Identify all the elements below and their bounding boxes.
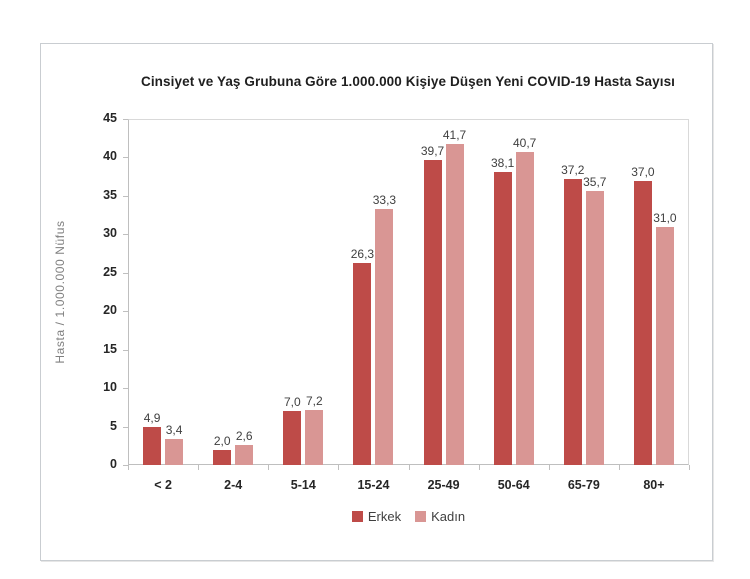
y-tick-mark bbox=[123, 195, 128, 197]
bar-value-label: 26,3 bbox=[350, 246, 375, 261]
y-tick-label: 5 bbox=[110, 418, 117, 433]
y-tick-label: 30 bbox=[103, 226, 117, 241]
bar-erkek-2-4 bbox=[213, 449, 232, 465]
bar-value-label: 3,4 bbox=[165, 422, 183, 437]
y-tick-mark bbox=[123, 465, 128, 466]
x-tick-mark bbox=[548, 465, 550, 470]
bar-value-label: 38,1 bbox=[491, 156, 515, 171]
x-tick-mark bbox=[618, 465, 620, 470]
y-tick-mark bbox=[123, 272, 128, 274]
x-tick-mark bbox=[478, 465, 480, 470]
bar-value-label: 2,6 bbox=[235, 429, 253, 443]
x-tick-mark bbox=[689, 465, 690, 470]
bar-erkek-5-14 bbox=[283, 411, 302, 465]
x-tick-mark bbox=[338, 465, 340, 470]
bar-value-label: 7,2 bbox=[305, 393, 323, 408]
x-tick-mark bbox=[128, 465, 129, 470]
y-tick-label: 15 bbox=[103, 341, 117, 356]
bar-value-label: 33,3 bbox=[372, 192, 397, 207]
x-tick-mark bbox=[198, 465, 200, 470]
legend-item-erkek: Erkek bbox=[351, 508, 402, 524]
bar-kadin-2-4 bbox=[235, 445, 254, 465]
bar-kadin-50-64 bbox=[515, 152, 534, 465]
legend-swatch-icon bbox=[415, 510, 427, 522]
y-tick-label: 0 bbox=[110, 457, 117, 471]
x-axis-category-label: 80+ bbox=[643, 478, 665, 492]
x-tick-mark bbox=[408, 465, 410, 470]
y-tick-mark bbox=[123, 157, 128, 159]
bar-value-label: 37,2 bbox=[561, 162, 585, 177]
bar-erkek-65-79 bbox=[563, 178, 582, 465]
x-tick-mark bbox=[268, 465, 270, 470]
bar-erkek--2 bbox=[143, 427, 162, 465]
bar-value-label: 4,9 bbox=[143, 411, 161, 426]
y-tick-label: 40 bbox=[103, 149, 117, 164]
y-tick-label: 35 bbox=[103, 187, 117, 202]
bar-erkek-25-49 bbox=[423, 159, 442, 465]
legend-item-kadin: Kadın bbox=[415, 509, 465, 524]
bar-kadin-80- bbox=[655, 226, 674, 465]
y-tick-label: 10 bbox=[103, 380, 117, 395]
bar-value-label: 41,7 bbox=[442, 128, 467, 143]
x-axis-category-label: 50-64 bbox=[497, 478, 530, 492]
legend-label: Erkek bbox=[367, 508, 402, 524]
x-axis-category-label: 65-79 bbox=[567, 478, 600, 492]
chart-title: Cinsiyet ve Yaş Grubuna Göre 1.000.000 K… bbox=[140, 74, 676, 89]
x-axis-category-label: 15-24 bbox=[357, 478, 390, 492]
y-tick-mark bbox=[123, 388, 128, 390]
y-tick-label: 25 bbox=[103, 264, 117, 279]
y-tick-mark bbox=[123, 311, 128, 313]
bar-value-label: 40,7 bbox=[513, 136, 537, 151]
legend-swatch-icon bbox=[351, 510, 363, 522]
y-axis-label: Hasta / 1.000.000 Nüfus bbox=[53, 220, 67, 364]
x-axis-category-label: 25-49 bbox=[427, 478, 460, 492]
bar-value-label: 2,0 bbox=[213, 433, 231, 448]
bar-kadin--2 bbox=[165, 438, 184, 465]
legend-label: Kadın bbox=[431, 508, 466, 524]
bar-value-label: 37,0 bbox=[631, 164, 655, 179]
bar-kadin-5-14 bbox=[305, 409, 324, 465]
bar-value-label: 7,0 bbox=[283, 395, 301, 410]
x-axis-category-label: 5-14 bbox=[290, 478, 316, 492]
bar-erkek-15-24 bbox=[353, 262, 372, 465]
plot-area bbox=[128, 119, 689, 465]
bar-kadin-15-24 bbox=[375, 208, 394, 465]
y-tick-mark bbox=[123, 349, 128, 351]
bar-kadin-65-79 bbox=[585, 190, 604, 465]
y-tick-mark bbox=[123, 426, 128, 428]
y-tick-label: 45 bbox=[103, 111, 117, 125]
legend: Erkek Kadın bbox=[128, 507, 689, 525]
y-tick-label: 20 bbox=[103, 303, 117, 318]
x-axis-category-label: 2-4 bbox=[224, 478, 243, 492]
x-axis-category-label: < 2 bbox=[154, 478, 172, 492]
bar-value-label: 39,7 bbox=[420, 143, 445, 158]
y-tick-mark bbox=[123, 119, 128, 120]
bar-kadin-25-49 bbox=[445, 144, 464, 465]
bar-erkek-50-64 bbox=[493, 172, 512, 465]
bar-erkek-80- bbox=[633, 180, 652, 465]
y-tick-mark bbox=[123, 234, 128, 236]
bar-value-label: 31,0 bbox=[653, 210, 677, 225]
bar-value-label: 35,7 bbox=[583, 174, 607, 189]
